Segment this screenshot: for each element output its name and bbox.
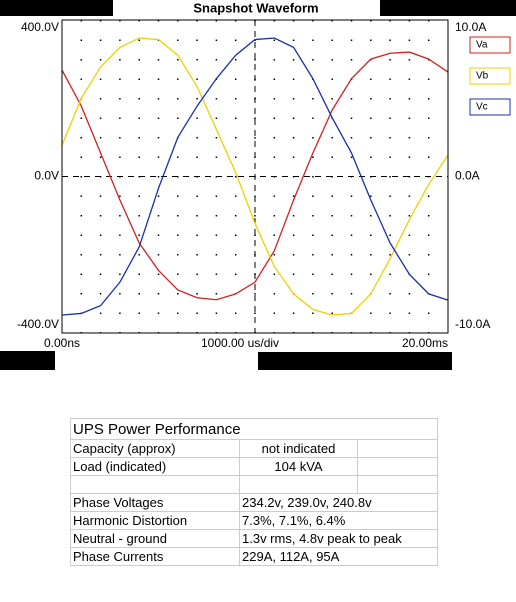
- performance-table: UPS Power Performance Capacity (approx) n…: [70, 418, 438, 566]
- chart-title: Snapshot Waveform: [193, 0, 318, 15]
- series-line: [61, 51, 449, 301]
- redaction-bar: [0, 351, 55, 370]
- legend-label: Vc: [476, 102, 488, 113]
- cell: Neutral - ground: [70, 529, 240, 548]
- cell: 234.2v, 239.0v, 240.8v: [239, 493, 438, 512]
- cell: Harmonic Distortion: [70, 511, 240, 530]
- legend-box: [469, 98, 511, 116]
- legend-box: [469, 67, 511, 85]
- series-line: [61, 37, 449, 316]
- legend-box: [469, 36, 511, 54]
- cell: 7.3%, 7.1%, 6.4%: [239, 511, 438, 530]
- table-title: UPS Power Performance: [70, 418, 438, 440]
- y-tick-label: -400.0V: [17, 317, 59, 331]
- cell: [70, 475, 240, 494]
- cell: [357, 457, 438, 476]
- plot-border: [61, 19, 449, 334]
- cell: Load (indicated): [70, 457, 240, 476]
- x-tick-label: 20.00ms: [402, 336, 448, 350]
- redaction-bar: [258, 352, 452, 370]
- cell: [239, 475, 358, 494]
- cell: Capacity (approx): [70, 439, 240, 458]
- x-axis-label: 1000.00 us/div: [201, 336, 279, 350]
- y-tick-label: 0.0V: [34, 169, 59, 183]
- y2-tick-label: 0.0A: [455, 169, 480, 183]
- cell: 1.3v rms, 4.8v peak to peak: [239, 529, 438, 548]
- x-tick-label: 0.00ns: [44, 336, 80, 350]
- cell: not indicated: [239, 439, 358, 458]
- cell: 104 kVA: [239, 457, 358, 476]
- redaction-bar: [0, 0, 113, 16]
- y2-tick-label: -10.0A: [455, 317, 490, 331]
- y-tick-label: 400.0V: [21, 20, 59, 34]
- legend-label: Va: [476, 40, 488, 51]
- cell: [357, 439, 438, 458]
- chart: Snapshot Waveform 1000.00 us/div -400.0V…: [0, 0, 516, 370]
- series-line: [61, 37, 449, 316]
- cell: Phase Currents: [70, 547, 240, 566]
- cell: [357, 475, 438, 494]
- redaction-bar: [380, 0, 516, 16]
- cell: Phase Voltages: [70, 493, 240, 512]
- cell: 229A, 112A, 95A: [239, 547, 438, 566]
- y2-tick-label: 10.0A: [455, 20, 486, 34]
- legend-label: Vb: [476, 71, 489, 82]
